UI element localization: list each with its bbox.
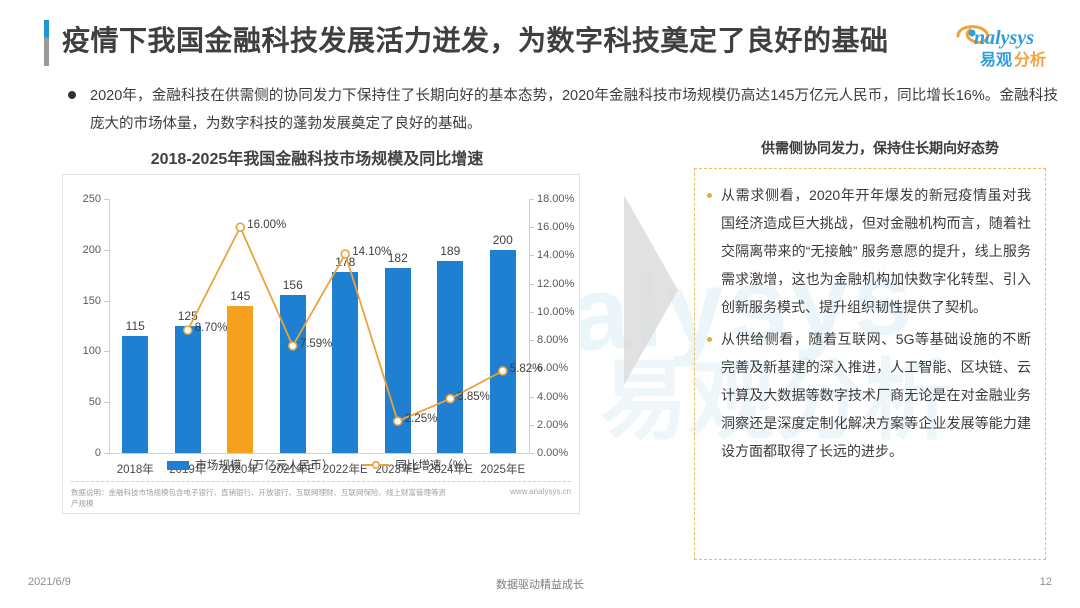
y-axis-tick-left: 250 [82, 193, 101, 205]
x-axis-tick: 2020年 [221, 464, 259, 476]
line-value-label: 2.25% [404, 413, 438, 426]
bar-value-label: 156 [282, 277, 303, 292]
footer-slogan: 数据驱动精益成长 [496, 579, 584, 591]
svg-text:易观: 易观 [980, 51, 1012, 69]
chart-bar [279, 294, 306, 453]
legend-item-bar: 市场规模（万亿元人民币） [167, 457, 333, 473]
chart-container: 0 50 100 150 200 250 0.00% 2.00% 4.00% 6.00% 8.00%… [62, 174, 580, 514]
bar-value-label: 115 [125, 319, 145, 334]
line-value-label: 16.00% [247, 219, 287, 232]
y-axis-tick-mark [104, 249, 109, 251]
bullet-dot-icon [707, 337, 712, 342]
y-axis-tick-mark [529, 368, 534, 370]
svg-text:nalysys: nalysys [974, 27, 1034, 49]
axis-line-bottom [109, 453, 530, 454]
growth-rate-line-series [182, 222, 508, 427]
line-value-label: 7.59% [299, 337, 333, 350]
x-axis-tick: 2018年 [116, 464, 154, 476]
chart-note-url: www.analysys.cn [510, 487, 571, 496]
bar-value-label: 178 [335, 255, 356, 270]
y-axis-tick-mark [529, 199, 534, 200]
y-axis-tick-right: 8.00% [537, 334, 569, 347]
x-axis-tick: 2021年E [270, 464, 316, 476]
y-axis-tick-mark [104, 351, 109, 353]
legend-swatch-line [363, 460, 390, 470]
y-axis-tick-right: 12.00% [537, 277, 575, 290]
bar-value-label: 200 [492, 232, 513, 247]
y-axis-tick-left: 200 [82, 243, 101, 256]
y-axis-tick-mark [104, 402, 109, 404]
slide-footer: 2021/6/9 数据驱动精益成长 12 [0, 576, 1080, 594]
chart-legend: 市场规模（万亿元人民币） 同比增速（%） [63, 457, 579, 473]
y-axis-tick-right: 10.00% [537, 305, 575, 318]
axis-line-left [109, 199, 110, 453]
chart-note-text: 数据说明：金融科技市场规模包含电子银行、直销银行、开放银行、互联网理财、互联网保… [71, 488, 446, 508]
y-axis-tick-mark [529, 255, 534, 257]
insight-text-demand: 从需求侧看，2020年开年爆发的新冠疫情虽对我国经济造成巨大挑战，但对金融机构而… [721, 187, 1031, 315]
lead-bullet: 2020年，金融科技在供需侧的协同发力下保持住了长期向好的基本态势，2020年金… [68, 82, 1058, 138]
analysys-logo: nalysys 易观 分析 [942, 20, 1060, 70]
bullet-dot-icon [707, 193, 712, 198]
y-axis-tick-mark [529, 396, 534, 398]
y-axis-tick-left: 100 [82, 345, 101, 358]
legend-item-line: 同比增速（%） [363, 457, 475, 473]
chart-bar [332, 272, 359, 453]
bullet-dot-icon [68, 91, 76, 99]
y-axis-tick-right: 6.00% [537, 362, 569, 375]
panel-title: 供需侧协同发力，保持住长期向好态势 [761, 140, 999, 156]
line-value-label: 8.70% [194, 322, 228, 335]
y-axis-tick-left: 0 [94, 447, 101, 459]
y-axis-tick-right: 16.00% [537, 221, 575, 234]
x-axis-tick: 2024年E [427, 464, 473, 476]
slide-header: 疫情下我国金融科技发展活力迸发，为数字科技奠定了良好的基础 nalysys 易观… [44, 18, 1060, 70]
list-item: 从供给侧看，随着互联网、5G等基础设施的不断完善及新基建的深入推进，人工智能、区… [707, 325, 1031, 465]
chart-title: 2018-2025年我国金融科技市场规模及同比增速 [150, 151, 484, 168]
chart-note: 数据说明：金融科技市场规模包含电子银行、直销银行、开放银行、互联网理财、互联网保… [71, 481, 571, 509]
page-title: 疫情下我国金融科技发展活力迸发，为数字科技奠定了良好的基础 [62, 25, 889, 56]
insight-text-supply: 从供给侧看，随着互联网、5G等基础设施的不断完善及新基建的深入推进，人工智能、区… [721, 331, 1031, 459]
list-item: 从需求侧看，2020年开年爆发的新冠疫情虽对我国经济造成巨大挑战，但对金融机构而… [707, 181, 1031, 321]
y-axis-tick-right: 18.00% [537, 193, 575, 205]
transition-arrow-icon [620, 195, 690, 395]
y-axis-tick-mark [529, 424, 534, 426]
line-value-label: 5.82% [509, 362, 543, 375]
y-axis-tick-right: 4.00% [537, 390, 569, 403]
y-axis-tick-mark [104, 300, 109, 302]
y-axis-tick-left: 50 [88, 396, 101, 409]
insight-panel: 从需求侧看，2020年开年爆发的新冠疫情虽对我国经济造成巨大挑战，但对金融机构而… [694, 168, 1046, 560]
lead-bullet-text: 2020年，金融科技在供需侧的协同发力下保持住了长期向好的基本态势，2020年金… [90, 88, 1058, 132]
axis-line-right [529, 199, 530, 453]
line-value-label: 14.10% [352, 246, 392, 259]
legend-swatch-bar [167, 460, 190, 470]
line-value-label: 3.85% [457, 390, 490, 403]
bar-value-label: 189 [440, 243, 461, 258]
y-axis-tick-mark [529, 283, 534, 285]
y-axis-tick-right: 2.00% [537, 418, 569, 431]
chart-bar [227, 305, 254, 453]
y-axis-tick-mark [529, 453, 534, 454]
footer-date: 2021/6/9 [28, 576, 71, 588]
y-axis-tick-left: 150 [82, 294, 101, 307]
legend-label-line: 同比增速（%） [395, 460, 475, 472]
title-accent-bar [44, 20, 49, 66]
y-axis-tick-right: 0.00% [537, 447, 569, 459]
chart-bar [122, 336, 149, 453]
x-axis-tick: 2025年E [480, 464, 526, 476]
x-axis-tick: 2022年E [322, 464, 368, 476]
legend-label-bar: 市场规模（万亿元人民币） [195, 460, 334, 472]
chart-bar [437, 260, 464, 453]
y-axis-tick-right: 14.00% [537, 249, 575, 262]
bar-value-label: 182 [387, 251, 408, 266]
svg-text:分析: 分析 [1014, 50, 1046, 69]
y-axis-tick-mark [529, 311, 534, 313]
y-axis-tick-mark [104, 199, 109, 200]
x-axis-tick: 2023年E [375, 464, 421, 476]
y-axis-tick-mark [529, 227, 534, 229]
chart-bar [174, 326, 201, 453]
bar-value-label: 145 [230, 288, 251, 303]
chart-bar [489, 249, 516, 453]
y-axis-tick-mark [104, 453, 109, 454]
footer-page-number: 12 [1039, 576, 1052, 588]
y-axis-tick-mark [529, 340, 534, 342]
